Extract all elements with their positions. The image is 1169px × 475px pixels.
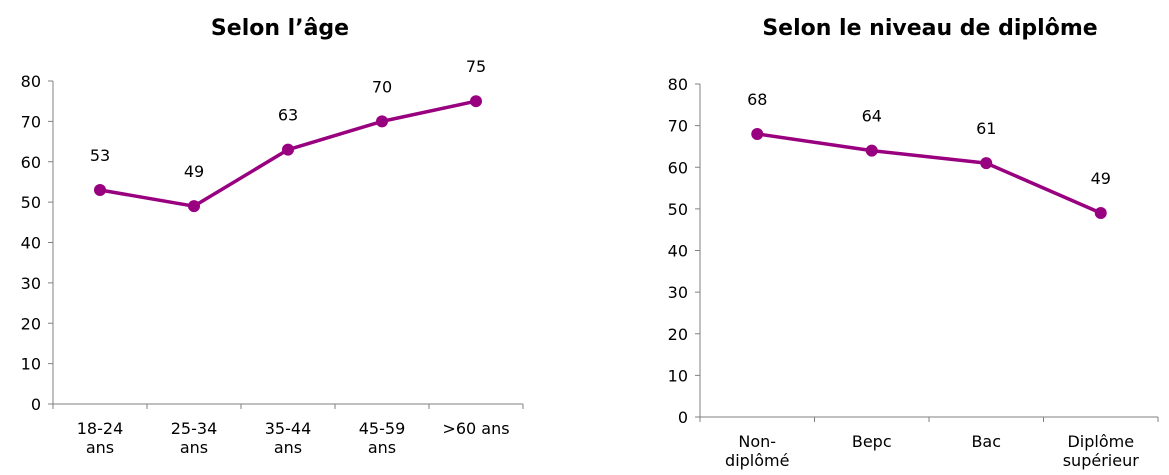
age-y-tick-label: 20	[21, 314, 41, 333]
age-y-tick-label: 70	[21, 112, 41, 131]
diploma-y-tick-label: 40	[668, 242, 688, 261]
age-data-label: 63	[278, 106, 298, 125]
diploma-y-tick-label: 80	[668, 75, 688, 94]
age-y-tick-label: 50	[21, 193, 41, 212]
diploma-data-point	[980, 157, 993, 170]
age-data-point	[470, 95, 482, 108]
diploma-y-tick-label: 60	[668, 158, 688, 177]
diploma-y-tick-label: 0	[678, 408, 688, 427]
age-data-label: 75	[466, 57, 486, 76]
diploma-y-tick-label: 10	[668, 366, 688, 385]
age-y-tick-label: 10	[21, 355, 41, 374]
diploma-data-label: 61	[976, 119, 996, 138]
diploma-series-line	[756, 132, 1102, 215]
age-data-point	[188, 200, 200, 213]
diploma-data-point	[865, 144, 878, 157]
diploma-data-label: 68	[747, 90, 767, 109]
diploma-y-tick-label: 70	[668, 117, 688, 136]
age-data-label: 70	[372, 77, 392, 96]
diploma-data-point	[1094, 207, 1107, 220]
chart-title-age: Selon l’âge	[210, 16, 350, 41]
diploma-data-label: 49	[1091, 169, 1111, 188]
age-x-tick-label: 45-59 ans	[359, 419, 406, 457]
age-data-label: 53	[90, 146, 110, 165]
age-y-tick-label: 40	[21, 234, 41, 253]
age-data-label: 49	[184, 162, 204, 181]
age-data-point	[376, 115, 388, 128]
age-data-point	[282, 143, 294, 156]
age-y-tick-label: 80	[21, 72, 41, 91]
chart-title-diploma: Selon le niveau de diplôme	[762, 16, 1098, 41]
age-y-tick-label: 60	[21, 153, 41, 172]
age-x-tick-label: 18-24 ans	[77, 419, 124, 457]
age-data-point	[94, 184, 106, 197]
diploma-x-tick-label: Bepc	[852, 432, 892, 451]
diploma-data-point	[751, 127, 764, 140]
age-x-tick-label: 35-44 ans	[265, 419, 312, 457]
age-y-tick-label: 30	[21, 274, 41, 293]
age-y-tick-label: 0	[31, 395, 41, 414]
diploma-x-tick-label: Non-diplômé	[725, 432, 789, 470]
age-x-tick-label: >60 ans	[442, 419, 509, 438]
diploma-y-tick-label: 50	[668, 200, 688, 219]
diploma-y-tick-label: 20	[668, 325, 688, 344]
diploma-x-tick-label: Diplôme supérieur	[1063, 432, 1139, 470]
diploma-x-tick-label: Bac	[971, 432, 1001, 451]
diploma-data-label: 64	[862, 107, 882, 126]
diploma-y-tick-label: 30	[668, 283, 688, 302]
age-x-tick-label: 25-34 ans	[171, 419, 218, 457]
